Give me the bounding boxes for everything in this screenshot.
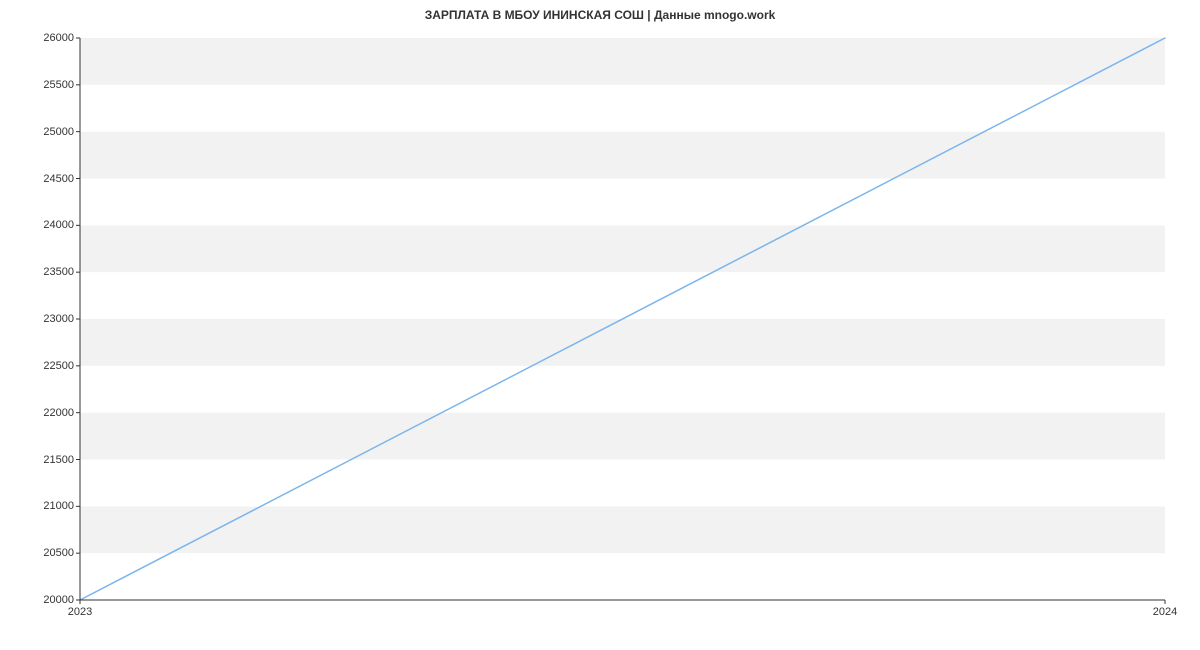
grid-band	[80, 225, 1165, 272]
grid-band	[80, 366, 1165, 413]
x-tick-label: 2024	[1153, 606, 1177, 618]
chart-title: ЗАРПЛАТА В МБОУ ИНИНСКАЯ СОШ | Данные mn…	[0, 8, 1200, 22]
y-tick-label: 25500	[43, 79, 74, 91]
grid-band	[80, 460, 1165, 507]
grid-band	[80, 132, 1165, 179]
y-tick-label: 21500	[43, 454, 74, 466]
y-tick-label: 22500	[43, 360, 74, 372]
y-tick-label: 20500	[43, 547, 74, 559]
grid-band	[80, 179, 1165, 226]
grid-band	[80, 553, 1165, 600]
chart-container: ЗАРПЛАТА В МБОУ ИНИНСКАЯ СОШ | Данные mn…	[0, 0, 1200, 650]
plot-area: 2000020500210002150022000225002300023500…	[80, 38, 1165, 600]
grid-band	[80, 38, 1165, 85]
grid-band	[80, 319, 1165, 366]
grid-band	[80, 85, 1165, 132]
y-tick-label: 25000	[43, 126, 74, 138]
grid-band	[80, 272, 1165, 319]
y-tick-label: 24000	[43, 219, 74, 231]
y-tick-label: 20000	[43, 594, 74, 606]
x-tick-label: 2023	[68, 606, 92, 618]
grid-band	[80, 506, 1165, 553]
y-tick-label: 21000	[43, 500, 74, 512]
plot-svg	[80, 38, 1165, 600]
y-tick-label: 23500	[43, 266, 74, 278]
y-tick-label: 24500	[43, 173, 74, 185]
y-tick-label: 26000	[43, 32, 74, 44]
grid-band	[80, 413, 1165, 460]
y-tick-label: 22000	[43, 407, 74, 419]
y-tick-label: 23000	[43, 313, 74, 325]
